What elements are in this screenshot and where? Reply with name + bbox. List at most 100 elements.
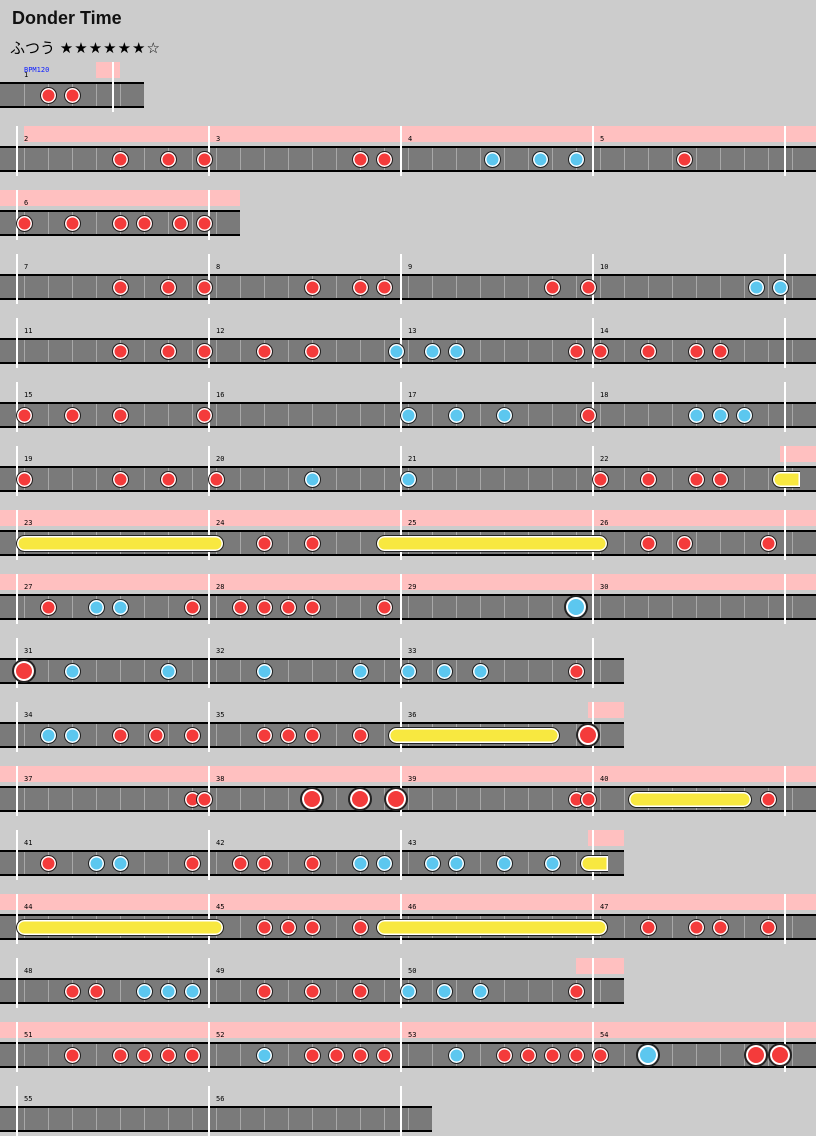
beat-line (96, 1108, 97, 1130)
don-note (15, 407, 33, 424)
beat-line (384, 724, 385, 746)
gogo-section (0, 1022, 816, 1038)
beat-line (336, 660, 337, 682)
chart-row: 41 42 43 (0, 830, 624, 880)
beat-line (24, 148, 25, 170)
beat-line (336, 1108, 337, 1130)
beat-line (216, 596, 217, 618)
beat-line (552, 340, 553, 362)
beat-line (432, 980, 433, 1002)
measure-number: 17 (408, 391, 417, 399)
beat-line (672, 404, 673, 426)
beat-line (216, 980, 217, 1002)
beat-line (432, 660, 433, 682)
don-note (675, 535, 693, 552)
beat-line (288, 468, 289, 490)
beat-line (192, 276, 193, 298)
don-note (567, 663, 585, 680)
don-note (519, 1047, 537, 1064)
measure-number: 27 (24, 583, 33, 591)
measure-bar-line (784, 894, 786, 944)
measure-bar-line (16, 446, 18, 496)
beat-line (408, 148, 409, 170)
beat-line (264, 1108, 265, 1130)
beat-line (288, 276, 289, 298)
beat-line (768, 468, 769, 490)
measure-bar-line (208, 1086, 210, 1136)
don-note (303, 855, 321, 872)
beat-line (456, 276, 457, 298)
don-note (687, 471, 705, 488)
beat-line (456, 788, 457, 810)
beat-line (240, 724, 241, 746)
beat-line (384, 660, 385, 682)
measure-number: 40 (600, 775, 609, 783)
beat-line (144, 468, 145, 490)
don-note (255, 343, 273, 360)
beat-line (624, 1044, 625, 1066)
beat-line (480, 788, 481, 810)
beat-line (72, 852, 73, 874)
don-note (111, 407, 129, 424)
beat-line (600, 148, 601, 170)
chart-row: 27 28 29 30 (0, 574, 816, 624)
measure-number: 19 (24, 455, 33, 463)
beat-line (336, 724, 337, 746)
don-note (207, 471, 225, 488)
measure-number: 42 (216, 839, 225, 847)
measure-number: 44 (24, 903, 33, 911)
beat-line (528, 148, 529, 170)
measure-bar-line (208, 318, 210, 368)
beat-line (408, 596, 409, 618)
beat-line (552, 980, 553, 1002)
beat-line (528, 852, 529, 874)
don-note (303, 983, 321, 1000)
beat-line (312, 148, 313, 170)
beat-line (336, 980, 337, 1002)
chart-row: 37 38 39 40 (0, 766, 816, 816)
measure-bar-line (208, 766, 210, 816)
don-note (351, 983, 369, 1000)
measure-bar-line (208, 958, 210, 1008)
beat-line (96, 788, 97, 810)
beat-line (120, 84, 121, 106)
measure-bar-line (16, 958, 18, 1008)
measure-bar-line (208, 638, 210, 688)
don-note (687, 919, 705, 936)
ka-note (255, 1047, 273, 1064)
chart-row: 55 56 (0, 1086, 432, 1136)
drumroll-note (628, 791, 752, 808)
measure-bar-line (16, 382, 18, 432)
beat-line (384, 980, 385, 1002)
beat-line (48, 1044, 49, 1066)
beat-line (552, 660, 553, 682)
beat-line (96, 468, 97, 490)
song-title: Donder Time (12, 8, 122, 28)
don-note (159, 343, 177, 360)
don-note (255, 983, 273, 1000)
don-note (579, 791, 597, 808)
don-note (639, 343, 657, 360)
beat-line (48, 148, 49, 170)
beat-line (264, 404, 265, 426)
chart-row: 34 35 36 (0, 702, 624, 752)
measure-number: 9 (408, 263, 413, 271)
beat-line (96, 724, 97, 746)
gogo-section (588, 702, 624, 718)
beat-line (264, 148, 265, 170)
beat-line (168, 212, 169, 234)
measure-number: 50 (408, 967, 417, 975)
beat-line (336, 276, 337, 298)
ka-note (771, 279, 789, 296)
chart-row: 48 49 50 (0, 958, 624, 1008)
beat-line (288, 148, 289, 170)
don-note (543, 279, 561, 296)
measure-number: 7 (24, 263, 29, 271)
don-note (279, 727, 297, 744)
beat-line (504, 788, 505, 810)
beat-line (792, 916, 793, 938)
measure-number: 28 (216, 583, 225, 591)
beat-line (408, 276, 409, 298)
ka-note (87, 855, 105, 872)
beat-line (744, 340, 745, 362)
